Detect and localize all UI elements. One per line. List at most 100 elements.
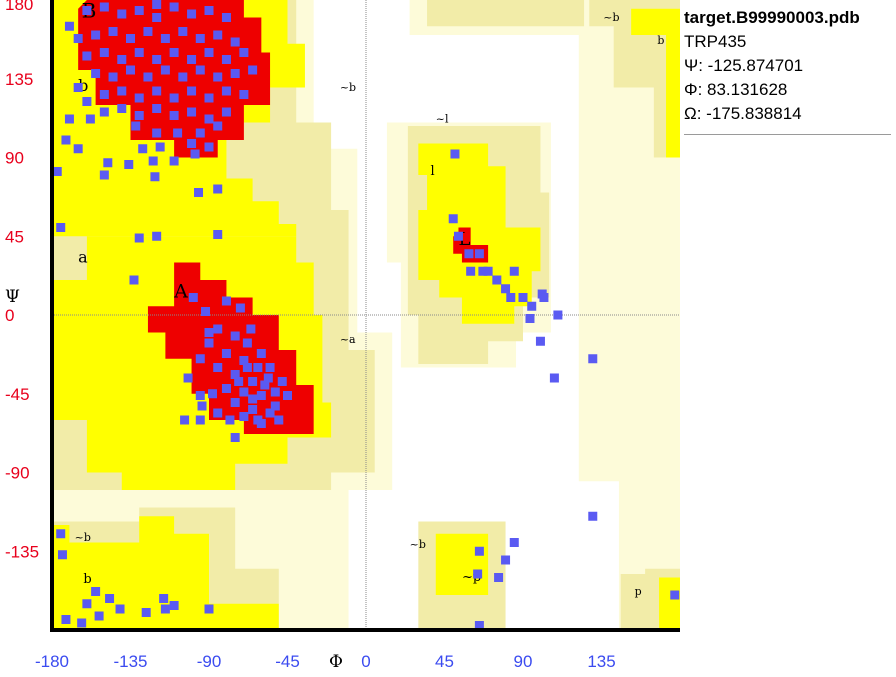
allowed-region-p bbox=[435, 533, 489, 595]
generous-region-top bbox=[427, 0, 585, 27]
x-tick-label: -45 bbox=[275, 652, 300, 671]
data-point bbox=[91, 30, 101, 40]
data-point bbox=[213, 184, 223, 194]
data-point bbox=[169, 48, 179, 57]
y-tick-label: -90 bbox=[5, 464, 30, 483]
info-divider bbox=[684, 126, 891, 135]
data-point bbox=[82, 599, 92, 609]
data-point bbox=[73, 144, 83, 154]
data-point bbox=[553, 310, 563, 320]
data-point bbox=[152, 13, 162, 22]
data-point bbox=[82, 51, 92, 61]
data-point bbox=[178, 27, 188, 36]
x-tick-label: -90 bbox=[197, 652, 222, 671]
data-point bbox=[187, 55, 197, 64]
data-point bbox=[64, 114, 74, 124]
region-label-4: b bbox=[657, 34, 664, 47]
data-point bbox=[274, 415, 284, 425]
data-point bbox=[61, 615, 71, 624]
data-point bbox=[190, 149, 200, 159]
data-point bbox=[204, 328, 214, 337]
y-axis-label: Ψ bbox=[5, 287, 20, 307]
data-point bbox=[221, 13, 231, 22]
phi-value: Φ: 83.131628 bbox=[684, 80, 788, 99]
data-point bbox=[265, 363, 275, 372]
region-label-15: p bbox=[635, 585, 642, 598]
data-point bbox=[180, 415, 190, 425]
data-point bbox=[143, 72, 153, 82]
data-point bbox=[159, 594, 169, 603]
omega-value: Ω: -175.838814 bbox=[684, 104, 802, 123]
data-point bbox=[204, 604, 214, 614]
data-point bbox=[501, 284, 511, 294]
region-label-5: a bbox=[78, 248, 88, 267]
data-point bbox=[239, 387, 249, 397]
data-point bbox=[253, 363, 263, 372]
residue-name: TRP435 bbox=[684, 32, 747, 51]
y-tick-label: 45 bbox=[5, 227, 24, 246]
data-point bbox=[501, 555, 511, 565]
data-point bbox=[248, 394, 258, 404]
zero-crosshair bbox=[52, 0, 680, 630]
data-point bbox=[73, 34, 83, 43]
data-point bbox=[187, 9, 197, 19]
data-point bbox=[256, 349, 266, 358]
data-point bbox=[230, 370, 240, 379]
y-tick-label: 90 bbox=[5, 149, 24, 168]
region-label-2: ~b bbox=[340, 81, 356, 94]
data-point bbox=[248, 405, 258, 414]
data-point bbox=[234, 377, 244, 386]
allowed-region-bottom-right bbox=[659, 577, 680, 630]
data-point bbox=[195, 34, 205, 43]
data-point bbox=[230, 398, 240, 407]
data-point bbox=[270, 401, 280, 411]
data-point bbox=[204, 338, 214, 348]
data-point bbox=[134, 111, 144, 120]
data-point bbox=[464, 249, 474, 259]
data-point bbox=[213, 30, 223, 40]
data-point bbox=[115, 604, 125, 614]
data-point bbox=[195, 128, 205, 138]
data-point bbox=[230, 331, 240, 341]
region-label-13: ~b bbox=[410, 538, 426, 551]
data-point bbox=[169, 601, 179, 610]
data-point bbox=[169, 2, 179, 12]
data-point bbox=[283, 391, 292, 400]
data-point bbox=[235, 303, 245, 313]
data-point bbox=[213, 121, 223, 131]
y-tick-label: -135 bbox=[5, 542, 39, 561]
data-point bbox=[99, 48, 109, 57]
data-point bbox=[265, 408, 275, 418]
data-point bbox=[466, 266, 476, 276]
data-point bbox=[246, 324, 256, 334]
region-label-3: ~b bbox=[603, 11, 619, 24]
data-point bbox=[473, 569, 483, 579]
data-point bbox=[213, 408, 223, 418]
data-point bbox=[94, 611, 104, 621]
data-point bbox=[474, 621, 484, 630]
data-point bbox=[188, 293, 198, 302]
data-point bbox=[588, 354, 598, 364]
data-point bbox=[509, 266, 519, 276]
data-point bbox=[85, 114, 95, 124]
data-point bbox=[242, 338, 252, 348]
data-point bbox=[453, 231, 463, 241]
data-point bbox=[509, 538, 519, 547]
plot-axes bbox=[50, 0, 680, 632]
data-point bbox=[103, 158, 113, 168]
data-point bbox=[239, 90, 249, 99]
region-label-6: A bbox=[173, 281, 188, 303]
data-point bbox=[126, 65, 135, 75]
region-label-9: l bbox=[431, 164, 435, 179]
data-point bbox=[494, 573, 504, 582]
x-tick-label: -180 bbox=[35, 652, 69, 671]
region-label-12: b bbox=[83, 572, 91, 587]
data-point bbox=[64, 21, 74, 31]
data-point bbox=[61, 135, 71, 145]
data-point bbox=[204, 6, 214, 15]
data-point bbox=[134, 233, 144, 243]
data-point bbox=[82, 97, 92, 106]
data-point bbox=[183, 373, 193, 383]
